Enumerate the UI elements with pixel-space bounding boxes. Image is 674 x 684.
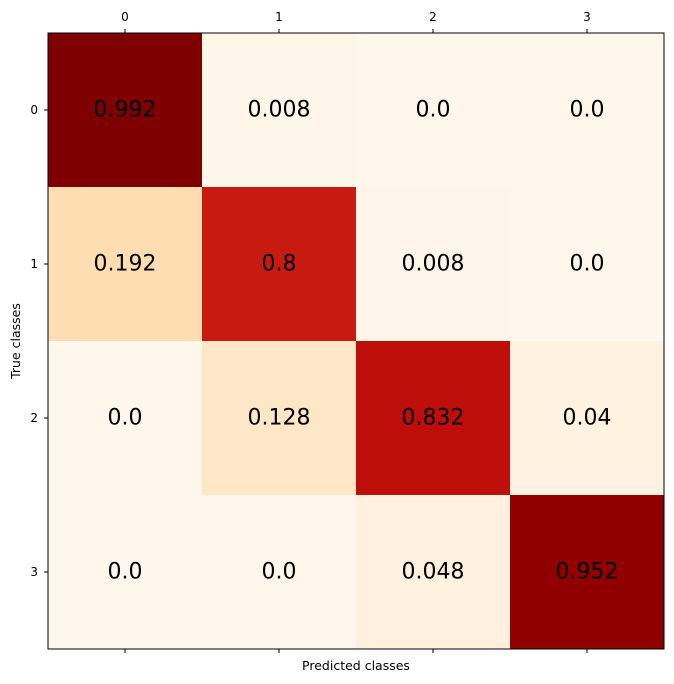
cell-value-label: 0.0: [416, 98, 451, 123]
y-tick-label: 0: [30, 103, 38, 117]
y-axis-label: True classes: [8, 303, 23, 380]
y-tick-label: 2: [30, 411, 38, 425]
cell-value-label: 0.952: [556, 560, 619, 585]
heatmap-cell: [356, 33, 511, 188]
heatmap-cell: [48, 187, 203, 342]
heatmap-cell: [510, 341, 665, 496]
x-tick-label: 3: [583, 10, 591, 24]
cell-value-label: 0.832: [402, 406, 465, 431]
heatmap-cell: [48, 495, 203, 650]
heatmap-cell: [356, 495, 511, 650]
axis-ticks: 0 1 2 3 0 1 2 3: [30, 10, 591, 653]
x-tick-label: 2: [429, 10, 437, 24]
cell-value-label: 0.8: [262, 252, 297, 277]
heatmap-cell: [48, 33, 203, 188]
x-axis-label: Predicted classes: [302, 658, 410, 673]
heatmap-cell: [202, 187, 357, 342]
heatmap-cell-labels: 0.992 0.008 0.0 0.0 0.192 0.8 0.008 0.0 0.0 0.128…: [94, 98, 619, 585]
heatmap-cell: [510, 495, 665, 650]
cell-value-label: 0.992: [94, 98, 157, 123]
cell-value-label: 0.0: [108, 560, 143, 585]
x-tick-label: 1: [275, 10, 283, 24]
heatmap-cell: [356, 187, 511, 342]
x-tick-label: 0: [121, 10, 129, 24]
heatmap-cell: [202, 495, 357, 650]
cell-value-label: 0.008: [248, 98, 311, 123]
heatmap-cell: [202, 341, 357, 496]
cell-value-label: 0.192: [94, 252, 157, 277]
heatmap-cell: [510, 33, 665, 188]
cell-value-label: 0.0: [262, 560, 297, 585]
plot-frame: [47, 32, 665, 650]
heatmap-cells: [48, 33, 665, 650]
cell-value-label: 0.0: [570, 252, 605, 277]
y-tick-label: 3: [30, 565, 38, 579]
cell-value-label: 0.048: [402, 560, 465, 585]
heatmap-cell: [48, 341, 203, 496]
y-tick-label: 1: [30, 257, 38, 271]
heatmap-cell: [356, 341, 511, 496]
cell-value-label: 0.128: [248, 406, 311, 431]
heatmap-cell: [510, 187, 665, 342]
cell-value-label: 0.0: [108, 406, 143, 431]
cell-value-label: 0.0: [570, 98, 605, 123]
heatmap-cell: [202, 33, 357, 188]
cell-value-label: 0.008: [402, 252, 465, 277]
cell-value-label: 0.04: [563, 406, 612, 431]
